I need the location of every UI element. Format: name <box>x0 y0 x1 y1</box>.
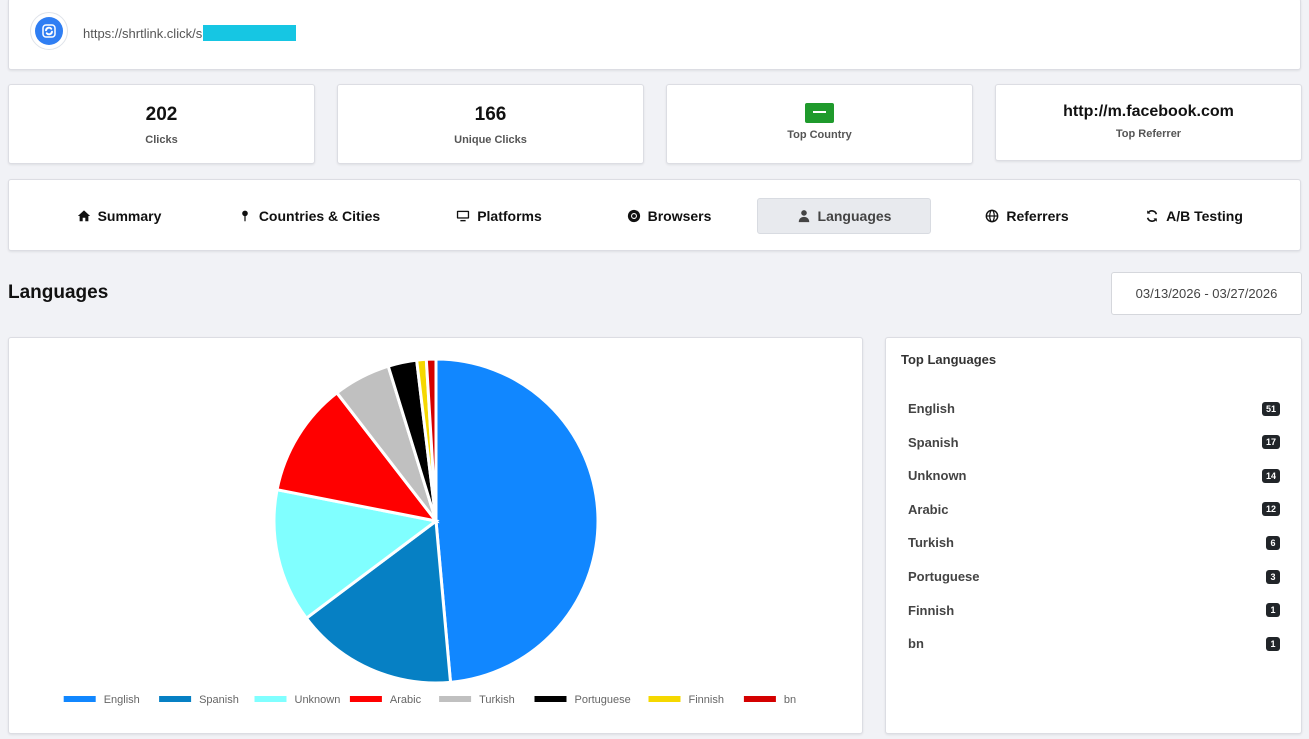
legend-swatch <box>439 696 472 702</box>
monitor-icon <box>457 210 470 222</box>
tab-platforms-label: Platforms <box>477 208 542 224</box>
stat-clicks: 202 Clicks <box>8 84 315 164</box>
language-name: Spanish <box>908 434 959 450</box>
analytics-tabs: Summary Countries & Cities Platforms Bro… <box>8 179 1301 251</box>
language-count-badge: 3 <box>1266 569 1280 584</box>
saudi-arabia-flag-icon <box>805 103 834 123</box>
pie-slice-bn[interactable] <box>424 357 438 522</box>
home-icon <box>77 210 90 222</box>
legend-label: Finnish <box>689 694 724 706</box>
language-name: Portuguese <box>908 569 980 584</box>
legend-label: Spanish <box>199 694 239 706</box>
app-logo <box>30 12 68 50</box>
refresh-icon <box>1146 210 1158 222</box>
top-languages-card: Top Languages English 51 Spanish 17 Unknown 1… <box>885 337 1302 734</box>
languages-chart-card: English Spanish Unknown Arabic Turkish Portug… <box>8 337 863 734</box>
page-title: Languages <box>8 282 109 303</box>
legend-label: Portuguese <box>575 694 631 706</box>
legend-item-spanish[interactable]: Spanish <box>159 694 239 706</box>
language-name: Unknown <box>908 468 967 484</box>
tab-summary-label: Summary <box>97 208 162 224</box>
legend-label: bn <box>784 694 796 706</box>
language-name: Turkish <box>908 535 954 551</box>
legend-item-turkish[interactable]: Turkish <box>439 694 515 706</box>
tab-languages[interactable]: Languages <box>757 198 931 234</box>
top-referrer-label: Top Referrer <box>1115 128 1182 140</box>
language-row-bn: bn 1 <box>908 636 1280 651</box>
unique-clicks-value: 166 <box>474 104 507 125</box>
legend-item-portuguese[interactable]: Portuguese <box>534 694 631 706</box>
top-country-label: Top Country <box>787 129 852 141</box>
legend-swatch <box>63 696 96 702</box>
legend-item-bn[interactable]: bn <box>743 694 796 706</box>
language-row-finnish: Finnish 1 <box>908 603 1280 618</box>
language-count-badge: 14 <box>1261 468 1280 483</box>
stat-top-referrer: http://m.facebook.com Top Referrer <box>995 84 1302 161</box>
language-row-spanish: Spanish 17 <box>908 435 1280 450</box>
pie-slice-arabic[interactable] <box>275 390 440 524</box>
language-name: Finnish <box>908 602 955 618</box>
language-count-badge: 6 <box>1266 535 1280 550</box>
language-row-portuguese: Portuguese 3 <box>908 569 1280 584</box>
legend-label: Turkish <box>479 694 515 706</box>
clicks-value: 202 <box>145 104 178 125</box>
tab-platforms[interactable]: Platforms <box>439 198 559 234</box>
short-url-text: https://shrtlink.click/s <box>83 25 203 41</box>
map-pin-icon <box>242 210 248 222</box>
pie-slice-unknown[interactable] <box>272 487 440 621</box>
tab-referrers[interactable]: Referrers <box>967 198 1087 234</box>
legend-swatch <box>648 696 681 702</box>
tab-ab-testing[interactable]: A/B Testing <box>1129 198 1259 234</box>
legend-swatch <box>349 696 382 702</box>
legend-item-english[interactable]: English <box>63 694 140 706</box>
language-row-english: English 51 <box>908 401 1280 416</box>
legend-label: Arabic <box>390 694 422 706</box>
short-url[interactable]: https://shrtlink.click/s <box>83 25 297 41</box>
legend-label: English <box>104 694 140 706</box>
languages-pie-chart: English Spanish Unknown Arabic Turkish Portug… <box>63 357 796 706</box>
language-count-badge: 12 <box>1261 502 1280 517</box>
legend-item-finnish[interactable]: Finnish <box>648 694 724 706</box>
pie-slice-english[interactable] <box>434 357 600 684</box>
stat-unique-clicks: 166 Unique Clicks <box>337 84 644 164</box>
redacted-url-slug <box>203 25 297 41</box>
refresh-logo-icon <box>35 17 63 45</box>
legend-item-unknown[interactable]: Unknown <box>254 694 341 706</box>
link-header: https://shrtlink.click/s <box>8 0 1301 70</box>
date-range-picker[interactable]: 03/13/2026 - 03/27/2026 <box>1111 272 1302 315</box>
language-name: bn <box>908 636 924 652</box>
language-row-turkish: Turkish 6 <box>908 535 1280 550</box>
tab-summary[interactable]: Summary <box>59 198 179 234</box>
unique-clicks-label: Unique Clicks <box>454 134 527 146</box>
language-row-unknown: Unknown 14 <box>908 468 1280 483</box>
legend-swatch <box>254 696 287 702</box>
tab-referrers-label: Referrers <box>1006 208 1069 224</box>
language-count-badge: 51 <box>1261 401 1280 416</box>
language-name: Arabic <box>908 501 949 517</box>
tab-countries-label: Countries & Cities <box>258 208 381 224</box>
language-count-badge: 1 <box>1266 603 1280 618</box>
tab-browsers[interactable]: Browsers <box>609 198 729 234</box>
legend-label: Unknown <box>295 694 341 706</box>
language-count-badge: 17 <box>1261 435 1280 450</box>
pie-slice-spanish[interactable] <box>304 518 453 685</box>
clicks-label: Clicks <box>145 134 178 146</box>
language-name: English <box>908 401 955 416</box>
tab-countries-cities[interactable]: Countries & Cities <box>229 198 389 234</box>
language-row-arabic: Arabic 12 <box>908 502 1280 517</box>
stat-top-country: Top Country <box>666 84 973 164</box>
language-count-badge: 1 <box>1266 636 1280 651</box>
legend-swatch <box>743 696 776 702</box>
tab-browsers-label: Browsers <box>647 208 712 224</box>
top-referrer-value: http://m.facebook.com <box>1063 103 1234 120</box>
legend-swatch <box>159 696 192 702</box>
tab-languages-label: Languages <box>817 208 892 224</box>
legend-swatch <box>534 696 567 702</box>
globe-icon <box>985 209 999 223</box>
user-icon <box>798 210 809 223</box>
legend-item-arabic[interactable]: Arabic <box>349 694 422 706</box>
chrome-icon <box>627 209 640 223</box>
tab-ab-testing-label: A/B Testing <box>1166 208 1243 224</box>
top-languages-title: Top Languages <box>901 352 997 367</box>
